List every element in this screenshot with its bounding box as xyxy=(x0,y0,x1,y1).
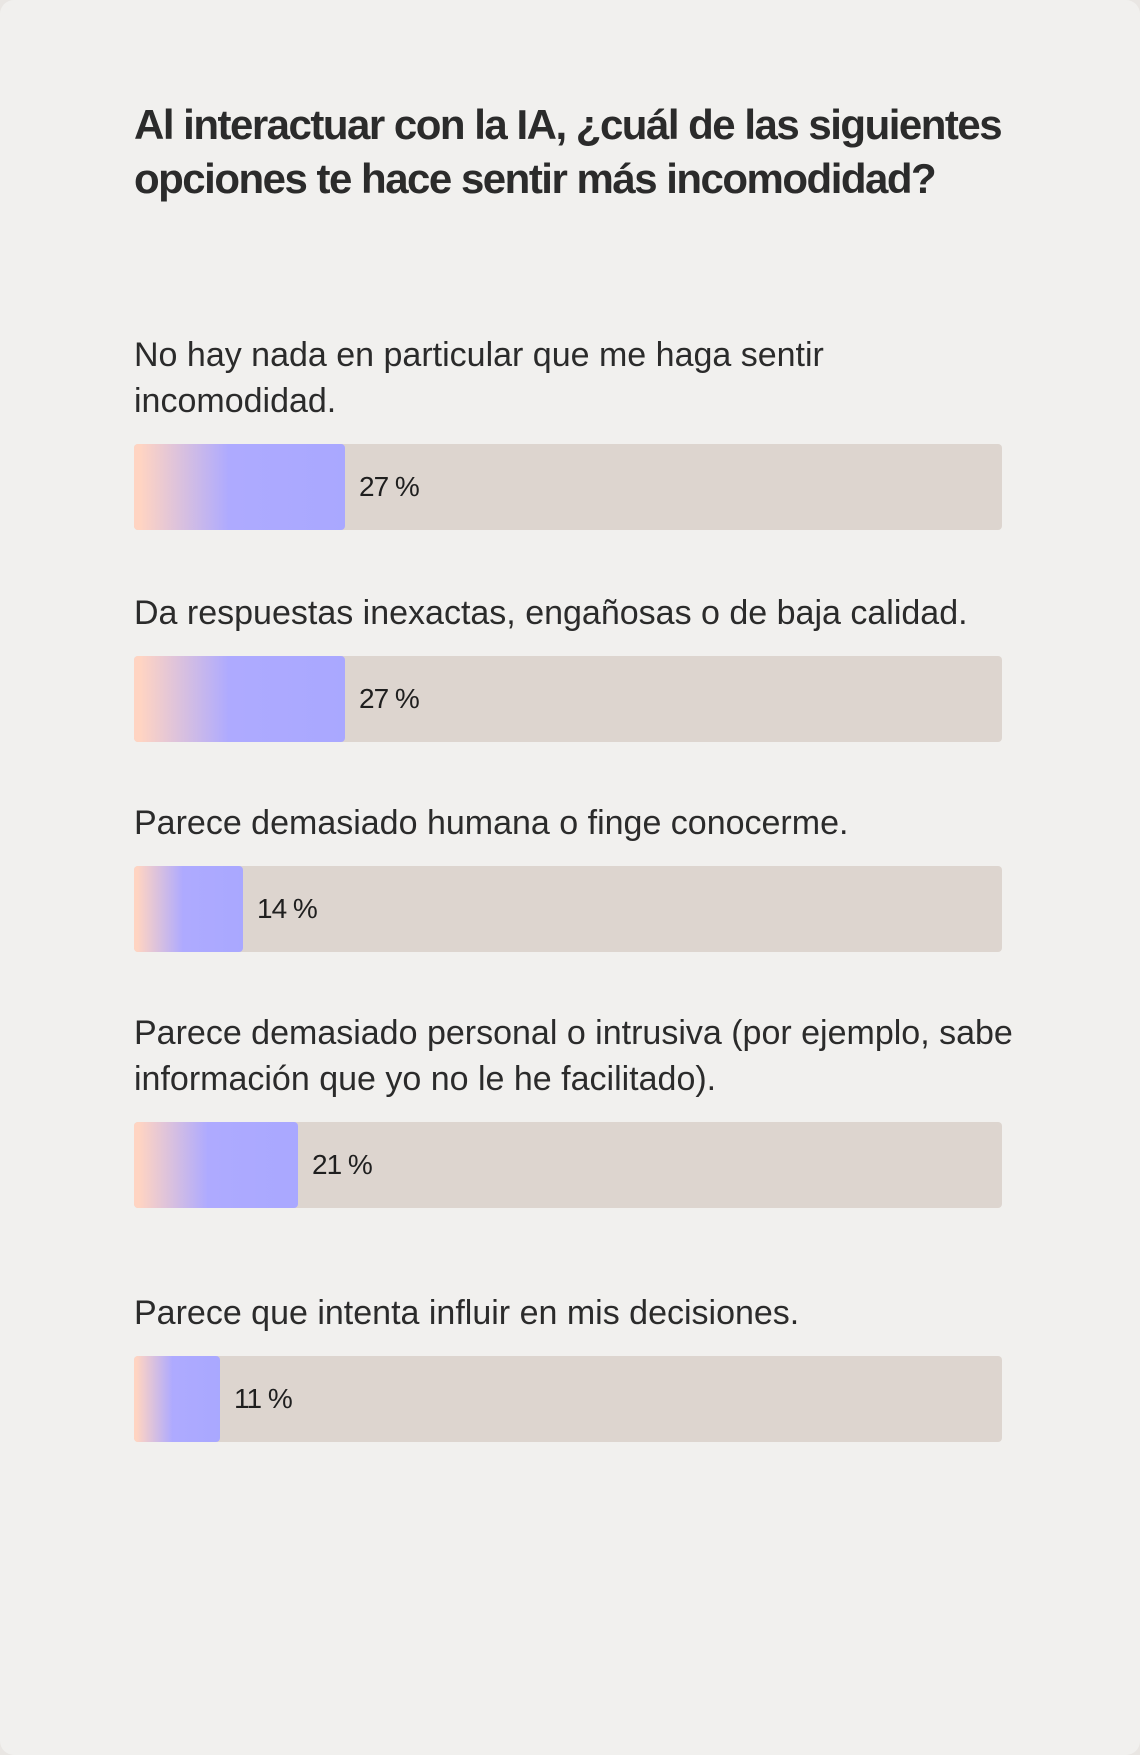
bar-row: Da respuestas inexactas, engañosas o de … xyxy=(134,590,1034,742)
bar-category-label: Parece demasiado personal o intrusiva (p… xyxy=(134,1014,1013,1098)
bar-value-label: 27 % xyxy=(359,471,420,502)
bar-category-label: Da respuestas inexactas, engañosas o de … xyxy=(134,594,968,632)
bar-fill xyxy=(134,444,345,530)
bar-row: Parece que intenta influir en mis decisi… xyxy=(134,1290,1034,1442)
bar-row: Parece demasiado personal o intrusiva (p… xyxy=(134,1010,1034,1208)
bar-category-label: Parece que intenta influir en mis decisi… xyxy=(134,1294,800,1332)
bar-value-label: 14 % xyxy=(257,893,318,924)
chart-title: Al interactuar con la IA, ¿cuál de las s… xyxy=(134,101,1003,202)
bar-category-label: No hay nada en particular que me haga se… xyxy=(134,336,824,420)
bar-value-label: 27 % xyxy=(359,683,420,714)
bar-row: Parece demasiado humana o finge conocerm… xyxy=(134,800,1034,952)
bar-track: 11 % xyxy=(134,1356,1002,1442)
bar-value-label: 11 % xyxy=(234,1383,293,1414)
bar-track: 27 % xyxy=(134,656,1002,742)
bar-fill xyxy=(134,866,243,952)
bar-fill xyxy=(134,1356,220,1442)
bar-category-label: Parece demasiado humana o finge conocerm… xyxy=(134,804,849,842)
bar-value-label: 21 % xyxy=(312,1149,373,1180)
bar-row: No hay nada en particular que me haga se… xyxy=(134,332,1034,530)
bar-track: 14 % xyxy=(134,866,1002,952)
bar-fill xyxy=(134,656,345,742)
bar-track: 21 % xyxy=(134,1122,1002,1208)
bar-fill xyxy=(134,1122,298,1208)
bar-track: 27 % xyxy=(134,444,1002,530)
